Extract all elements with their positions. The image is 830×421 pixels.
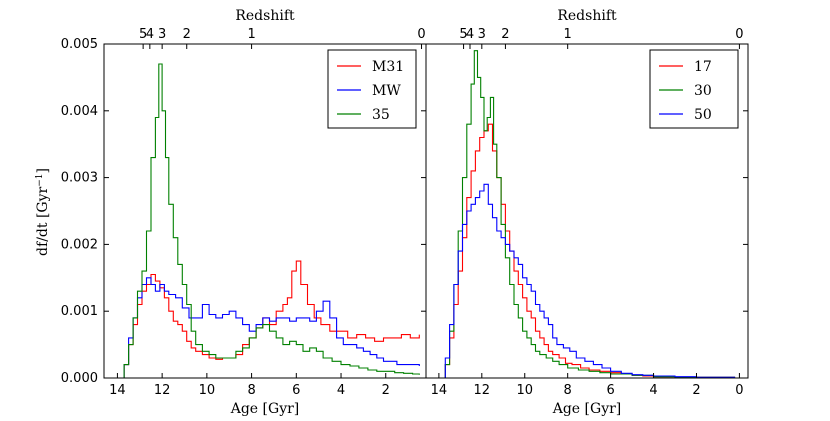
redshift-tick-label: 4 — [146, 27, 154, 42]
x-axis-label: Age [Gyr] — [230, 401, 300, 417]
redshift-axis-label: Redshift — [557, 8, 617, 24]
x-tick-label: 12 — [474, 383, 491, 398]
y-axis-label-superscript: −1 — [35, 174, 45, 187]
redshift-tick-label: 0 — [735, 27, 743, 42]
legend-label: 35 — [372, 107, 390, 123]
series-line-m31 — [121, 260, 420, 379]
plot-frame — [425, 43, 749, 379]
y-tick-label: 0.003 — [61, 171, 98, 186]
legend-label: 50 — [694, 107, 712, 123]
y-tick-label: 0.002 — [61, 237, 98, 252]
legend-box — [649, 49, 739, 129]
series-line-17 — [443, 123, 736, 379]
redshift-tick-label: 5 — [139, 27, 147, 42]
y-tick-label: 0.004 — [61, 104, 98, 119]
series-line-35 — [121, 63, 420, 379]
redshift-tick-label: 4 — [466, 27, 474, 42]
series-line-30 — [443, 50, 736, 379]
redshift-axis-label: Redshift — [235, 8, 295, 24]
x-tick-label: 4 — [649, 383, 657, 398]
legend-box — [327, 49, 417, 129]
x-tick-label: 14 — [431, 383, 448, 398]
x-tick-label: 2 — [382, 383, 390, 398]
legend-label: MW — [372, 83, 401, 99]
legend-label: 30 — [694, 83, 712, 99]
redshift-tick-label: 3 — [478, 27, 486, 42]
x-axis-label: Age [Gyr] — [552, 401, 622, 417]
legend: M31 MW 35 — [327, 49, 417, 129]
redshift-tick-label: 2 — [183, 27, 191, 42]
redshift-tick-label: 2 — [501, 27, 509, 42]
x-tick-label: 6 — [606, 383, 614, 398]
x-tick-label: 2 — [692, 383, 700, 398]
x-tick-label: 4 — [337, 383, 345, 398]
redshift-tick-label: 5 — [459, 27, 467, 42]
redshift-tick-label: 3 — [158, 27, 166, 42]
redshift-tick-label: 1 — [247, 27, 255, 42]
y-tick-label: 0.000 — [61, 371, 98, 386]
x-tick-label: 8 — [247, 383, 255, 398]
series-line-50 — [443, 183, 736, 379]
x-tick-label: 14 — [109, 383, 126, 398]
x-tick-label: 6 — [292, 383, 300, 398]
x-tick-label: 10 — [199, 383, 216, 398]
legend-label: 17 — [694, 59, 712, 75]
legend: 17 30 50 — [649, 49, 739, 129]
x-tick-label: 8 — [564, 383, 572, 398]
y-tick-label: 0.001 — [61, 304, 98, 319]
y-tick-label: 0.005 — [61, 37, 98, 52]
redshift-tick-label: 0 — [417, 27, 425, 42]
y-axis-label: df/dt [Gyr−1] — [35, 168, 51, 256]
x-tick-label: 12 — [154, 383, 171, 398]
x-tick-label: 10 — [516, 383, 533, 398]
legend-label: M31 — [372, 59, 404, 75]
x-tick-label: 0 — [735, 383, 743, 398]
series-line-mw — [121, 277, 420, 379]
redshift-tick-label: 1 — [564, 27, 572, 42]
